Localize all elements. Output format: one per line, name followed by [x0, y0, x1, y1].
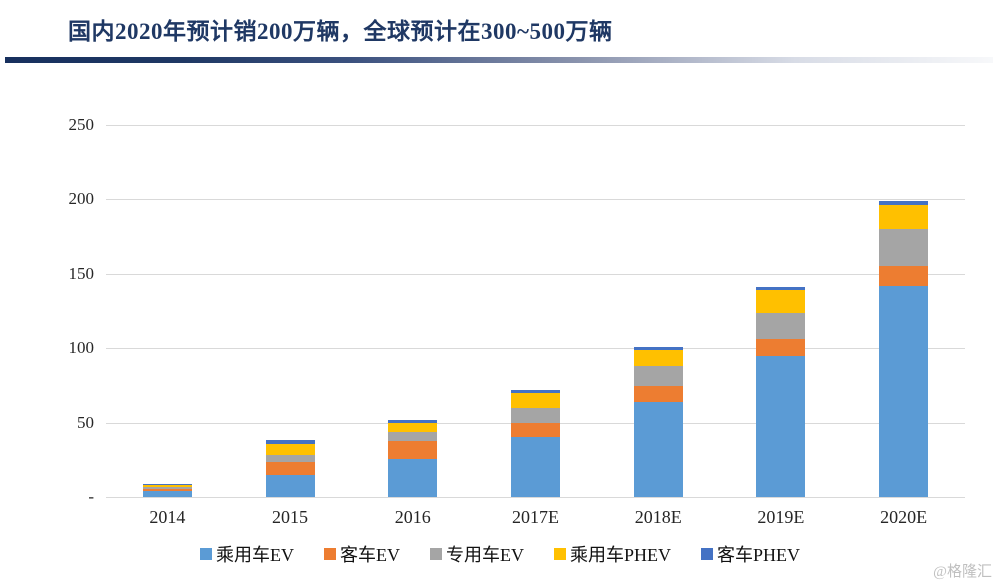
x-tick-label: 2017E	[511, 507, 559, 527]
bar-segment	[511, 437, 560, 497]
bar-segment	[756, 287, 806, 291]
bar-segment	[265, 454, 315, 463]
legend-label: 客车PHEV	[717, 545, 801, 565]
gridline	[106, 125, 965, 126]
bar-segment	[142, 487, 192, 489]
legend-label: 客车EV	[339, 545, 400, 565]
bar-segment	[756, 290, 806, 313]
bar-segment	[265, 462, 315, 476]
x-tick-label: 2018E	[634, 507, 682, 527]
bar-segment	[756, 355, 806, 497]
legend-swatch-icon	[553, 548, 566, 560]
x-tick-label: 2014	[149, 507, 186, 527]
legend-item: 客车EV	[323, 541, 400, 567]
bar-segment	[511, 392, 560, 408]
y-tick-label: 100	[68, 338, 95, 358]
x-tick-label: 2019E	[757, 507, 805, 527]
legend-swatch-icon	[323, 548, 336, 560]
legend-label: 乘用车EV	[215, 545, 294, 565]
title-divider	[5, 57, 993, 63]
bar-segment	[633, 366, 683, 387]
legend-item: 专用车EV	[429, 541, 524, 567]
bar-segment	[142, 483, 192, 486]
legend-swatch-icon	[429, 548, 442, 560]
bar-segment	[633, 349, 683, 367]
bar-segment	[756, 312, 806, 340]
legend-swatch-icon	[199, 548, 212, 560]
bar-segment	[142, 485, 192, 488]
bar-segment	[265, 440, 315, 445]
x-tick-label: 2020E	[880, 507, 928, 527]
bar-segment	[388, 441, 438, 460]
x-tick-label: 2015	[272, 507, 309, 527]
bar-segment	[756, 339, 806, 356]
bar-segment	[388, 432, 438, 442]
legend-swatch-icon	[701, 548, 713, 560]
gridline	[106, 199, 965, 201]
bar-segment	[879, 266, 929, 286]
bar-segment	[265, 444, 315, 455]
legend-label: 乘用车PHEV	[569, 545, 671, 565]
gridline	[106, 348, 965, 350]
bar-segment	[511, 423, 560, 438]
plot-area	[106, 125, 965, 498]
bar-segment	[388, 459, 438, 497]
y-tick-label: 250	[68, 115, 95, 134]
legend-item: 乘用车EV	[199, 541, 294, 567]
watermark: @格隆汇	[933, 564, 992, 580]
y-tick-label: 200	[68, 189, 95, 209]
y-tick-label: 150	[68, 263, 95, 283]
bar-segment	[388, 419, 438, 423]
y-tick-label: -	[88, 487, 94, 506]
bar-segment	[142, 488, 192, 492]
bar-segment	[879, 229, 929, 267]
bar-segment	[511, 389, 560, 393]
bar-segment	[633, 401, 683, 497]
bar-segment	[142, 491, 192, 497]
y-tick-label: 50	[77, 412, 94, 432]
bar-segment	[388, 422, 438, 433]
bar-segment	[633, 346, 683, 350]
page-title: 国内2020年预计销200万辆，全球预计在300~500万辆	[68, 19, 613, 44]
bar-segment	[879, 205, 929, 230]
legend-item: 客车PHEV	[701, 541, 800, 567]
gridline	[106, 497, 965, 498]
bar-segment	[879, 285, 929, 497]
gridline	[106, 273, 965, 275]
bar-segment	[265, 475, 315, 497]
legend-item: 乘用车PHEV	[553, 541, 671, 567]
bar-segment	[879, 200, 929, 206]
legend: 乘用车EV 客车EV 专用车EV 乘用车PHEV 客车PHEV	[0, 541, 1000, 567]
bar-segment	[511, 407, 560, 424]
bar-segment	[633, 386, 683, 402]
x-tick-label: 2016	[394, 507, 431, 527]
legend-label: 专用车EV	[445, 545, 524, 565]
